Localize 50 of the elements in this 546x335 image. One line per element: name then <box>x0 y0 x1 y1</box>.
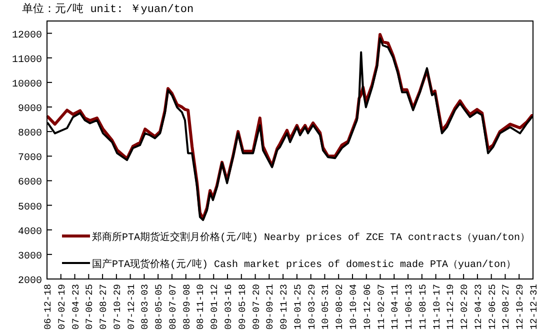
x-tick-label: 11-12-19 <box>445 284 456 330</box>
y-tick-label: 7000 <box>18 153 42 164</box>
y-tick-label: 8000 <box>18 128 42 140</box>
y-tick-label: 9000 <box>18 104 42 115</box>
x-tick-label: 06-12-18 <box>42 284 54 330</box>
x-tick-label: 08-03-03 <box>140 284 151 330</box>
legend-label: 国产PTA现货价格(元/吨) Cash market prices of domestic made PTA（yuan/ton） <box>92 258 516 271</box>
x-tick-label: 10-03-29 <box>306 284 318 330</box>
x-tick-label: 08-07-07 <box>167 284 178 330</box>
y-tick-label: 6000 <box>18 178 42 189</box>
x-tick-label: 12-12-31 <box>528 284 540 330</box>
x-tick-label: 12-02-20 <box>459 284 470 330</box>
x-tick-label: 12-06-25 <box>486 284 498 330</box>
x-tick-label: 09-07-20 <box>250 284 262 330</box>
x-tick-label: 10-01-25 <box>292 284 304 330</box>
x-tick-label: 10-10-04 <box>348 284 359 330</box>
x-tick-label: 11-10-17 <box>431 284 442 330</box>
legend-label: 郑商所PTA期货近交割月价格(元/吨) Nearby prices of ZCE TA contracts（yuan/ton） <box>92 231 530 244</box>
x-tick-label: 12-10-29 <box>514 284 526 330</box>
y-tick-label: 12000 <box>12 30 42 42</box>
y-tick-label: 11000 <box>12 54 42 66</box>
x-tick-label: 07-04-23 <box>70 284 82 330</box>
x-tick-label: 11-06-13 <box>404 284 415 330</box>
x-tick-label: 12-04-23 <box>472 284 484 330</box>
y-tick-label: 2000 <box>18 276 42 287</box>
x-tick-label: 08-09-08 <box>181 284 192 330</box>
x-tick-label: 07-10-29 <box>112 284 123 330</box>
y-tick-label: 5000 <box>18 202 42 214</box>
x-tick-label: 09-03-16 <box>223 284 234 330</box>
x-tick-label: 07-12-31 <box>126 284 137 330</box>
x-tick-label: 07-06-25 <box>84 284 96 330</box>
x-tick-label: 10-05-31 <box>320 284 332 330</box>
chart-title: 单位：元/吨 unit: ￥yuan/ton <box>22 2 194 16</box>
x-tick-label: 07-08-27 <box>98 284 110 330</box>
x-tick-label: 07-02-19 <box>56 284 68 330</box>
x-tick-label: 08-11-10 <box>195 284 206 330</box>
x-tick-label: 11-02-07 <box>376 284 387 330</box>
y-tick-label: 10000 <box>12 79 42 90</box>
x-tick-label: 10-12-06 <box>362 284 373 330</box>
x-tick-label: 11-04-11 <box>390 284 401 330</box>
x-tick-label: 09-09-21 <box>264 284 276 330</box>
y-tick-label: 4000 <box>18 226 42 238</box>
x-tick-label: 11-08-15 <box>417 284 428 330</box>
x-tick-label: 09-05-18 <box>236 284 248 330</box>
x-tick-label: 09-11-23 <box>278 284 290 330</box>
x-tick-label: 08-05-05 <box>154 284 165 330</box>
y-tick-label: 3000 <box>18 251 42 262</box>
x-tick-label: 12-08-27 <box>500 284 512 330</box>
x-tick-label: 10-08-02 <box>334 284 346 330</box>
x-tick-label: 09-01-12 <box>209 284 220 330</box>
